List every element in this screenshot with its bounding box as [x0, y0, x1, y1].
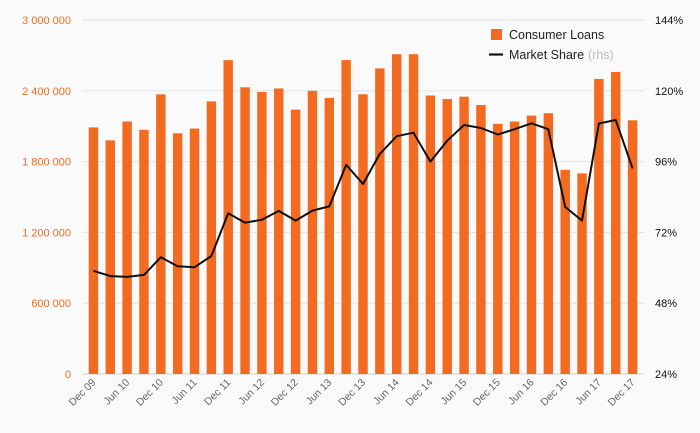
bar	[560, 169, 570, 374]
x-tick-label: Dec 14	[403, 377, 435, 409]
bar	[375, 68, 385, 374]
bar	[189, 128, 200, 374]
bar	[577, 173, 587, 374]
bar	[442, 99, 452, 374]
legend-label-market-share-name: Market Share	[509, 48, 584, 62]
bar	[257, 91, 267, 374]
bar	[240, 87, 250, 374]
legend-label-market-share-suffix: (rhs)	[588, 48, 614, 62]
legend: Consumer Loans Market Share (rhs)	[489, 28, 614, 62]
x-tick-label: Jun 10	[101, 377, 132, 408]
bar	[408, 54, 419, 374]
right-axis: 24% 48% 72% 96% 120% 144%	[655, 15, 683, 381]
bar	[139, 129, 149, 374]
x-tick-label: Jun 14	[371, 377, 402, 408]
legend-label-market-share: Market Share (rhs)	[509, 48, 614, 62]
bar	[627, 120, 638, 374]
x-tick-label: Jun 12	[236, 377, 267, 408]
bar	[307, 90, 318, 375]
market-share-line	[93, 119, 634, 278]
bar	[206, 101, 217, 375]
x-tick-label: Jun 17	[573, 377, 604, 408]
bar	[324, 97, 335, 374]
line-series	[93, 119, 634, 278]
right-tick-label: 96%	[655, 157, 677, 169]
x-tick-label: Jun 16	[506, 377, 537, 408]
bar	[122, 121, 132, 374]
legend-label-consumer-loans: Consumer Loans	[509, 28, 604, 42]
bar	[594, 79, 604, 374]
x-tick-label: Dec 09	[67, 377, 99, 409]
left-tick-label: 2 400 000	[22, 86, 71, 98]
x-tick-label: Dec 13	[336, 377, 368, 409]
right-tick-label: 72%	[655, 227, 677, 239]
left-tick-label: 3 000 000	[22, 15, 71, 27]
bar	[172, 133, 183, 374]
left-tick-label: 600 000	[31, 298, 71, 310]
bar	[509, 121, 520, 374]
bar	[105, 140, 115, 374]
bar	[391, 54, 402, 374]
x-tick-label: Dec 12	[269, 377, 301, 409]
right-tick-label: 120%	[655, 86, 683, 98]
x-tick-label: Dec 16	[538, 377, 570, 409]
bar	[526, 115, 537, 374]
x-axis: Dec 09 Jun 10 Dec 10 Jun 11 Dec 11 Jun 12 Dec …	[67, 377, 638, 409]
bar	[543, 113, 554, 374]
right-tick-label: 24%	[655, 369, 677, 381]
x-tick-label: Jun 11	[169, 377, 199, 407]
x-tick-label: Dec 17	[606, 377, 638, 409]
left-tick-label: 1 800 000	[22, 157, 71, 169]
x-tick-label: Dec 15	[471, 377, 503, 409]
bar	[358, 94, 368, 374]
bar	[425, 95, 436, 375]
right-tick-label: 48%	[655, 298, 677, 310]
bar	[341, 60, 351, 375]
bar	[476, 104, 486, 375]
right-tick-label: 144%	[655, 15, 683, 27]
bar	[459, 96, 469, 374]
bar	[611, 71, 621, 375]
bar-series	[88, 54, 638, 375]
x-tick-label: Jun 15	[438, 377, 469, 408]
x-tick-label: Dec 11	[202, 377, 234, 409]
left-tick-label: 0	[65, 369, 71, 381]
legend-swatch-consumer-loans	[491, 29, 502, 40]
x-tick-label: Jun 13	[304, 377, 335, 408]
bar	[493, 123, 503, 374]
bar	[156, 94, 166, 374]
bar	[223, 60, 233, 375]
left-tick-label: 1 200 000	[22, 227, 71, 239]
bar	[88, 127, 99, 374]
bar	[274, 88, 284, 374]
left-axis: 0 600 000 1 200 000 1 800 000 2 400 000 3 000…	[22, 15, 71, 381]
x-tick-label: Dec 10	[134, 377, 166, 409]
bar	[290, 109, 301, 375]
